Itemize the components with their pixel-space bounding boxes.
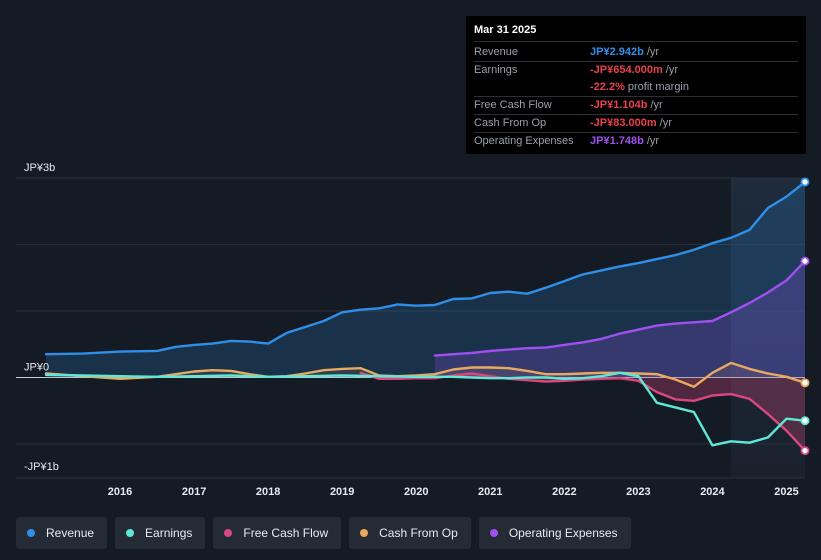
legend-dot-icon xyxy=(489,529,498,537)
legend-label: Earnings xyxy=(145,526,193,540)
tooltip-label xyxy=(474,79,590,96)
tooltip-unit: profit margin xyxy=(627,81,689,93)
free-cash-flow-endpoint xyxy=(800,446,810,456)
legend-label: Revenue xyxy=(46,526,95,540)
tooltip-value: JP¥1.748b xyxy=(590,135,644,147)
tooltip-label: Earnings xyxy=(474,64,518,76)
x-axis-label: 2024 xyxy=(700,486,725,498)
series-endpoints xyxy=(800,177,810,456)
legend-label: Free Cash Flow xyxy=(243,526,329,540)
legend-item-cash-from-op[interactable]: Cash From Op xyxy=(349,517,471,549)
tooltip-row-earnings: Earnings -JP¥654.000m /yr xyxy=(474,62,798,79)
legend-dot-icon xyxy=(224,529,233,537)
revenue-area xyxy=(46,182,805,378)
legend-item-revenue[interactable]: Revenue xyxy=(16,517,108,549)
earnings-endpoint xyxy=(800,416,810,426)
tooltip-label: Operating Expenses xyxy=(474,135,574,147)
x-axis-label: 2019 xyxy=(330,486,354,498)
free-cash-flow-line xyxy=(359,371,807,452)
y-axis-label: -JP¥1b xyxy=(24,461,59,473)
tooltip-value: -JP¥654.000m xyxy=(590,64,663,76)
tooltip-unit: /yr xyxy=(646,135,660,147)
tooltip-row-free-cash-flow: Free Cash Flow -JP¥1.104b /yr xyxy=(474,97,798,115)
tooltip-label: Free Cash Flow xyxy=(474,99,552,111)
y-axis-labels: JP¥3b JP¥0 -JP¥1b xyxy=(24,162,59,473)
legend-label: Cash From Op xyxy=(379,526,458,540)
x-axis-label: 2025 xyxy=(774,486,798,498)
x-axis-label: 2023 xyxy=(626,486,650,498)
tooltip-row-profit-margin: -22.2% profit margin xyxy=(474,79,798,97)
tooltip-row-cash-from-op: Cash From Op -JP¥83.000m /yr xyxy=(474,115,798,133)
x-axis-label: 2016 xyxy=(108,486,132,498)
cash-from-op-endpoint xyxy=(800,378,810,388)
tooltip-row-operating-expenses: Operating Expenses JP¥1.748b /yr xyxy=(474,133,798,150)
x-axis-label: 2018 xyxy=(256,486,280,498)
x-axis-labels: 2016 2017 2018 2019 2020 2021 2022 2023 2024 2025 xyxy=(108,486,799,498)
legend: Revenue Earnings Free Cash Flow Cash Fro… xyxy=(16,517,639,549)
tooltip-unit: /yr xyxy=(650,99,663,111)
legend-label: Operating Expenses xyxy=(508,526,618,540)
legend-item-free-cash-flow[interactable]: Free Cash Flow xyxy=(213,517,342,549)
legend-dot-icon xyxy=(126,529,135,537)
x-axis-label: 2017 xyxy=(182,486,206,498)
tooltip-unit: /yr xyxy=(665,64,679,76)
tooltip-value: -JP¥1.104b xyxy=(590,99,648,111)
tooltip-value: JP¥2.942b xyxy=(590,46,644,58)
tooltip-unit: /yr xyxy=(659,117,672,129)
forecast-highlight-region xyxy=(730,178,805,478)
revenue-endpoint xyxy=(800,177,810,187)
revenue-line xyxy=(44,180,807,356)
series-lines xyxy=(44,180,807,452)
operating-expenses-line xyxy=(433,259,807,357)
tooltip-label: Revenue xyxy=(474,46,519,58)
legend-item-earnings[interactable]: Earnings xyxy=(115,517,206,549)
tooltip-unit: /yr xyxy=(646,46,660,58)
tooltip-value: -22.2% xyxy=(590,81,625,93)
x-axis-label: 2021 xyxy=(478,486,502,498)
y-axis-label: JP¥0 xyxy=(24,362,49,374)
legend-dot-icon xyxy=(360,529,369,537)
tooltip-date: Mar 31 2025 xyxy=(474,24,798,42)
operating-expenses-endpoint xyxy=(800,256,810,266)
y-axis-label: JP¥3b xyxy=(24,162,55,174)
earnings-line xyxy=(44,371,807,447)
cash-from-op-line xyxy=(44,361,807,388)
tooltip-value: -JP¥83.000m xyxy=(590,117,657,129)
tooltip-label: Cash From Op xyxy=(474,117,547,129)
tooltip-panel: Mar 31 2025 Revenue JP¥2.942b /yr Earnin… xyxy=(466,16,806,154)
x-axis-label: 2020 xyxy=(404,486,428,498)
x-axis-label: 2022 xyxy=(552,486,576,498)
free-cash-flow-area xyxy=(360,372,805,451)
legend-dot-icon xyxy=(27,529,35,537)
tooltip-row-revenue: Revenue JP¥2.942b /yr xyxy=(474,44,798,62)
legend-item-operating-expenses[interactable]: Operating Expenses xyxy=(478,517,631,549)
